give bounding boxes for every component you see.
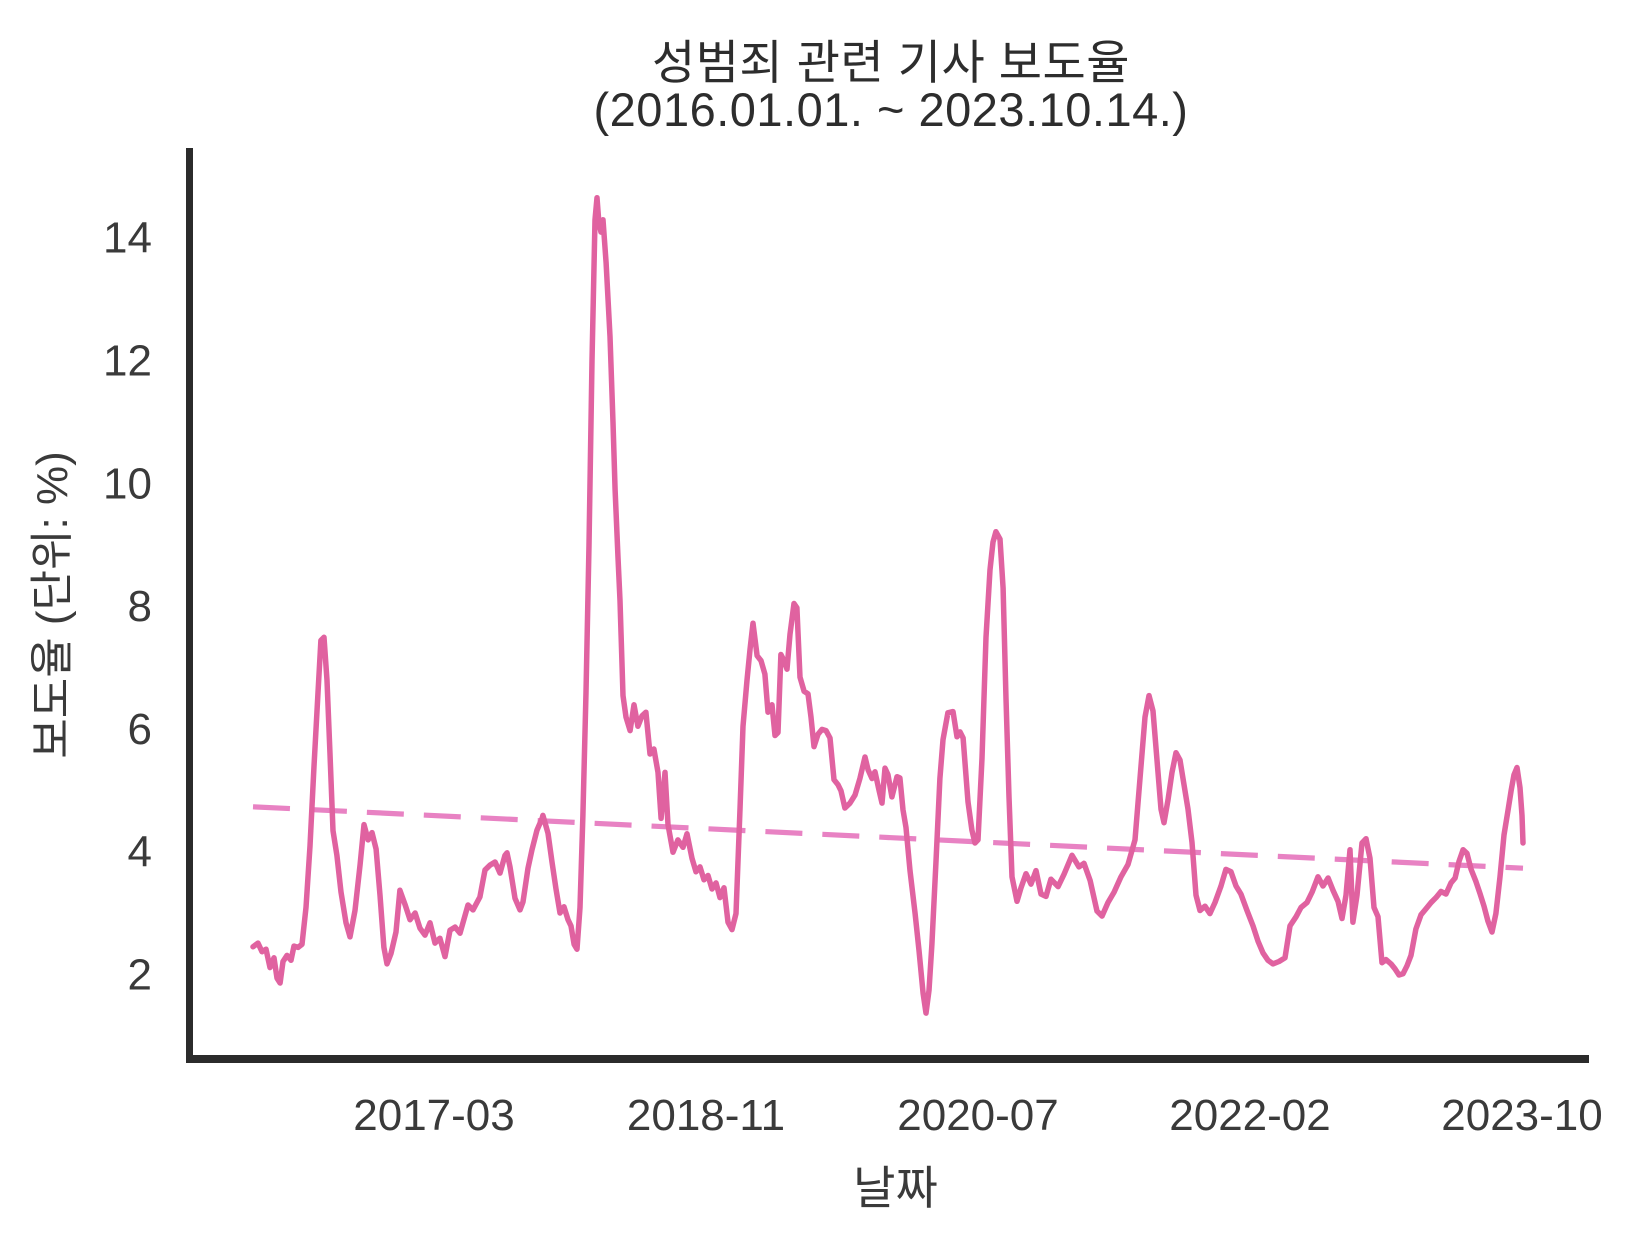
- y-tick-label: 10: [103, 459, 152, 508]
- y-axis-spine: [186, 148, 193, 1063]
- y-tick-label: 2: [128, 951, 152, 1000]
- y-tick-label: 6: [128, 705, 152, 754]
- chart-title: 성범죄 관련 기사 보도율: [651, 36, 1131, 89]
- series-line: [250, 194, 1526, 1016]
- y-tick-label: 14: [103, 214, 152, 263]
- x-tick-label: 2020-07: [897, 1091, 1058, 1140]
- y-tick-label: 12: [103, 337, 152, 386]
- x-tick-label: 2023-10: [1441, 1091, 1602, 1140]
- x-tick-label: 2022-02: [1169, 1091, 1330, 1140]
- trend-line: [252, 804, 1524, 871]
- y-tick-label: 8: [128, 582, 152, 631]
- x-tick-label: 2017-03: [353, 1091, 514, 1140]
- chart-subtitle: (2016.01.01. ~ 2023.10.14.): [593, 83, 1189, 136]
- x-axis-label: 날짜: [853, 1162, 938, 1214]
- x-axis-spine: [186, 1055, 1589, 1063]
- x-tick-label: 2018-11: [627, 1091, 785, 1140]
- y-tick-label: 4: [128, 828, 152, 877]
